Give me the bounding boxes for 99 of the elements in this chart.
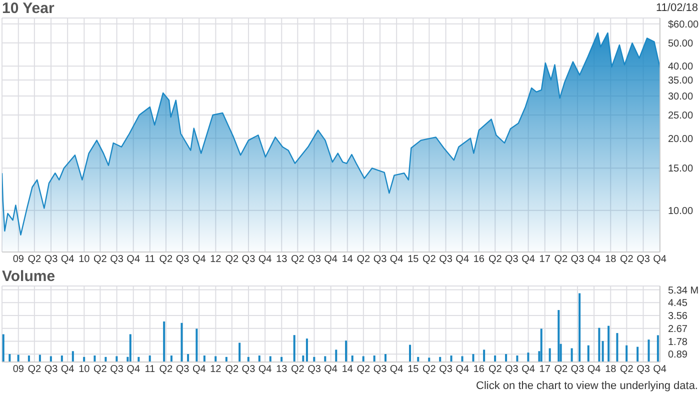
x-tick-label: 09	[12, 364, 24, 375]
x-tick-label: Q4	[587, 254, 602, 265]
x-tick-label: 16	[473, 364, 485, 375]
x-tick-label: Q3	[176, 364, 190, 375]
x-tick-label: Q2	[422, 254, 436, 265]
x-tick-label: Q2	[28, 364, 42, 375]
x-tick-label: 10	[78, 254, 90, 265]
x-tick-label: Q2	[554, 254, 568, 265]
y-tick-label: $60.00	[668, 19, 700, 30]
x-tick-label: Q2	[554, 364, 568, 375]
x-tick-label: 13	[276, 254, 288, 265]
x-tick-label: 09	[12, 254, 24, 265]
x-tick-label: Q4	[324, 254, 338, 265]
x-tick-label: 18	[605, 254, 617, 265]
x-tick-label: Q3	[439, 364, 453, 375]
x-tick-label: Q2	[488, 254, 502, 265]
x-tick-label: Q2	[422, 364, 436, 375]
x-tick-label: Q4	[456, 364, 470, 375]
x-tick-label: Q3	[570, 254, 585, 265]
x-tick-label: Q2	[94, 364, 108, 375]
x-tick-label: Q2	[356, 254, 371, 265]
text: Click on the chart to view the underlying data.	[476, 380, 698, 393]
x-tick-label: Q4	[258, 254, 272, 265]
x-tick-label: Q2	[159, 254, 174, 265]
y-tick-label: 40.00	[668, 62, 694, 73]
x-tick-label: 11	[144, 254, 156, 265]
x-tick-label: Q4	[390, 364, 404, 375]
x-tick-label: Q4	[522, 254, 536, 265]
x-tick-label: 13	[276, 364, 288, 375]
x-tick-label: Q2	[290, 254, 305, 265]
x-tick-label: Q2	[620, 254, 634, 265]
x-tick-label: Q4	[192, 364, 206, 375]
y-tick-label: 3.56	[668, 311, 688, 322]
x-tick-label: Q3	[505, 254, 519, 265]
x-tick-label: 17	[539, 364, 551, 375]
x-tick-label: Q4	[192, 254, 206, 265]
x-tick-label: Q4	[587, 364, 602, 375]
x-tick-label: 10	[78, 364, 90, 375]
x-tick-label: 15	[408, 254, 420, 265]
x-tick-label: Q2	[94, 254, 108, 265]
y-tick-label: 4.45	[668, 298, 688, 310]
x-tick-label: Q4	[60, 364, 75, 375]
x-tick-label: Q4	[324, 364, 338, 375]
y-tick-label: 25.00	[668, 110, 694, 122]
x-tick-label: Q3	[176, 254, 190, 265]
x-tick-label: Q3	[110, 364, 124, 375]
x-tick-label: Q4	[653, 254, 667, 265]
x-tick-label: Q4	[258, 364, 272, 375]
x-tick-label: Q3	[242, 364, 256, 375]
x-tick-label: Q2	[356, 364, 371, 375]
x-tick-label: 16	[473, 254, 485, 265]
x-tick-label: 12	[210, 364, 222, 375]
x-tick-label: 11	[144, 364, 156, 375]
y-tick-label: 10.00	[668, 206, 694, 217]
x-tick-label: Q4	[653, 364, 667, 375]
x-tick-label: 14	[342, 254, 354, 265]
x-tick-label: Q2	[159, 364, 174, 375]
x-tick-label: Q3	[505, 364, 519, 375]
y-tick-label: 2.67	[668, 324, 688, 335]
x-tick-label: Q2	[290, 364, 305, 375]
y-tick-label: 0.89	[668, 350, 688, 361]
x-tick-label: Q3	[308, 254, 322, 265]
x-tick-label: Q4	[390, 254, 404, 265]
text: 11/02/18	[656, 2, 698, 15]
x-tick-label: Q3	[242, 254, 256, 265]
x-tick-label: Q3	[636, 364, 650, 375]
x-tick-label: Q3	[373, 254, 388, 265]
y-tick-label: 50.00	[668, 38, 694, 50]
x-tick-label: Q4	[522, 364, 536, 375]
x-tick-label: 17	[539, 254, 551, 265]
x-tick-label: 14	[342, 364, 354, 375]
x-tick-label: Q3	[636, 254, 650, 265]
y-tick-label: 30.00	[668, 92, 694, 103]
y-tick-label: 5.34 M	[668, 285, 699, 296]
y-tick-label: 15.00	[668, 164, 694, 175]
y-tick-label: 20.00	[668, 134, 694, 145]
x-tick-label: Q4	[126, 364, 140, 375]
x-tick-label: Q3	[44, 254, 58, 265]
x-tick-label: 15	[408, 364, 420, 375]
x-tick-label: Q3	[439, 254, 453, 265]
x-tick-label: Q3	[308, 364, 322, 375]
x-tick-label: 12	[210, 254, 222, 265]
x-tick-label: 18	[605, 364, 617, 375]
x-tick-label: Q4	[456, 254, 470, 265]
x-tick-label: Q2	[620, 364, 634, 375]
x-tick-label: Q3	[373, 364, 388, 375]
x-tick-label: Q3	[44, 364, 58, 375]
x-tick-label: Q2	[488, 364, 502, 375]
chart-title: 10 Year	[2, 0, 54, 17]
x-tick-label: Q4	[126, 254, 140, 265]
x-tick-label: Q2	[225, 254, 240, 265]
x-tick-label: Q3	[570, 364, 585, 375]
y-tick-label: 35.00	[668, 76, 694, 87]
x-tick-label: Q3	[110, 254, 124, 265]
y-tick-label: 1.78	[668, 336, 688, 348]
x-tick-label: Q2	[225, 364, 240, 375]
chart-title: Volume	[2, 268, 56, 285]
x-tick-label: Q4	[60, 254, 75, 265]
x-tick-label: Q2	[28, 254, 42, 265]
